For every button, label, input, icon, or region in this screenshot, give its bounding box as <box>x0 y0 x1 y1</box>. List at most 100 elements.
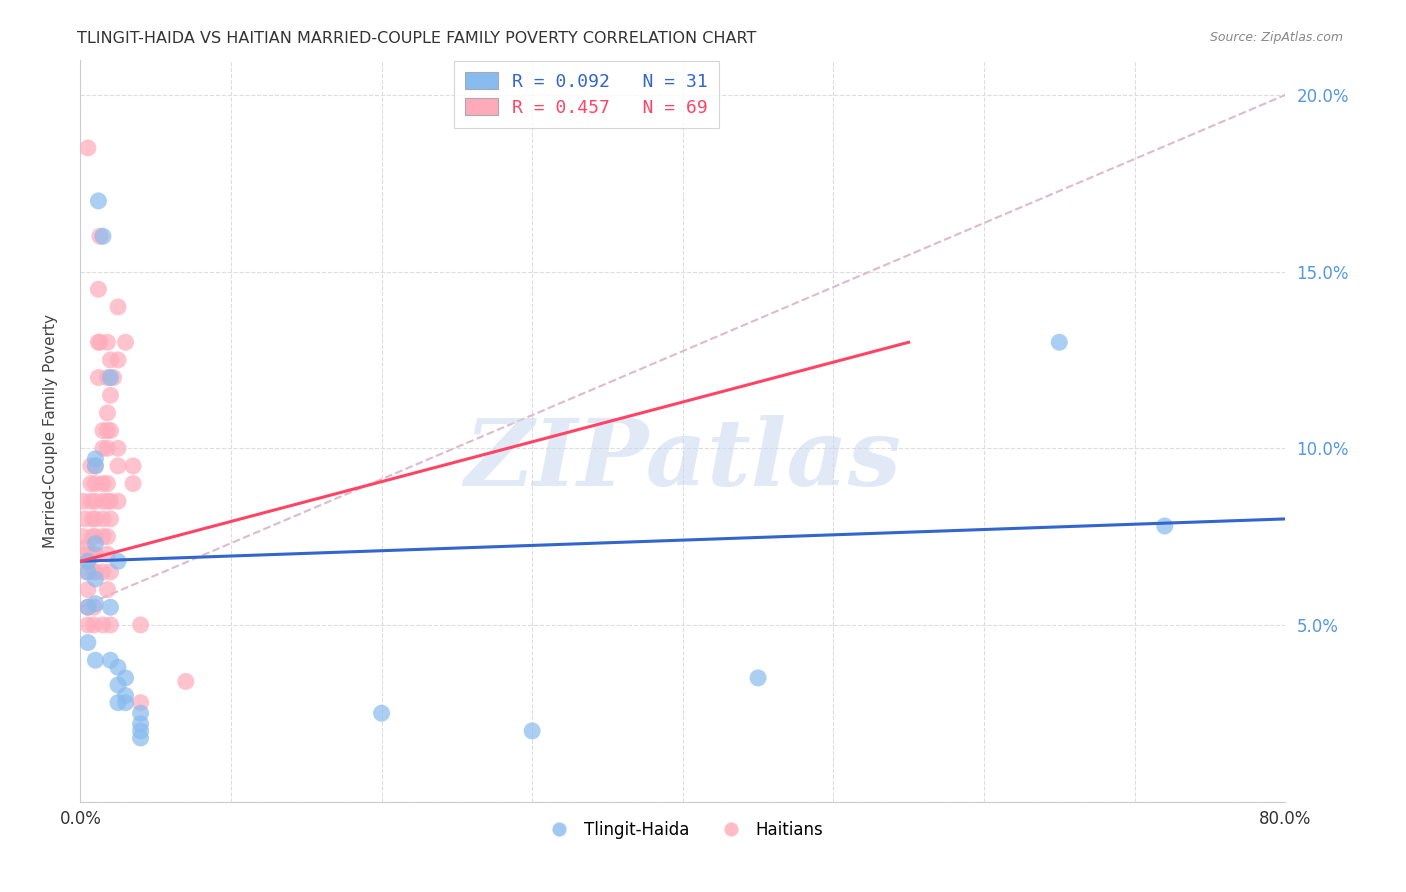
Point <box>76 618 98 632</box>
Point <box>96 335 118 350</box>
Point <box>73 547 96 561</box>
Text: TLINGIT-HAIDA VS HAITIAN MARRIED-COUPLE FAMILY POVERTY CORRELATION CHART: TLINGIT-HAIDA VS HAITIAN MARRIED-COUPLE … <box>77 31 756 46</box>
Point <box>91 530 114 544</box>
Point <box>76 565 98 579</box>
Point <box>91 494 114 508</box>
Point <box>73 512 96 526</box>
Point <box>100 370 122 384</box>
Point <box>83 600 105 615</box>
Point <box>129 696 152 710</box>
Point <box>91 618 114 632</box>
Point <box>100 618 122 632</box>
Point <box>129 618 152 632</box>
Point <box>75 565 97 579</box>
Point <box>129 716 152 731</box>
Point <box>100 388 122 402</box>
Point <box>1047 335 1070 350</box>
Point <box>96 424 118 438</box>
Y-axis label: Married-Couple Family Poverty: Married-Couple Family Poverty <box>44 314 58 548</box>
Point <box>76 600 98 615</box>
Point <box>100 494 122 508</box>
Point <box>83 565 105 579</box>
Point <box>107 300 129 314</box>
Point <box>75 540 97 554</box>
Point <box>82 547 104 561</box>
Point <box>84 512 107 526</box>
Point <box>84 597 107 611</box>
Point <box>76 554 98 568</box>
Point <box>114 696 136 710</box>
Point <box>100 353 122 368</box>
Point <box>89 335 111 350</box>
Point <box>84 476 107 491</box>
Point <box>76 141 98 155</box>
Point <box>96 582 118 597</box>
Point <box>91 442 114 456</box>
Point <box>107 554 129 568</box>
Point <box>84 572 107 586</box>
Point <box>84 458 107 473</box>
Point <box>84 494 107 508</box>
Point <box>76 582 98 597</box>
Point <box>84 530 107 544</box>
Point <box>100 653 122 667</box>
Point <box>84 565 107 579</box>
Point <box>1153 519 1175 533</box>
Point <box>91 229 114 244</box>
Point <box>96 370 118 384</box>
Point <box>100 565 122 579</box>
Point <box>84 451 107 466</box>
Text: ZIPatlas: ZIPatlas <box>464 416 901 505</box>
Point <box>84 653 107 667</box>
Point <box>87 370 110 384</box>
Point <box>107 678 129 692</box>
Legend: Tlingit-Haida, Haitians: Tlingit-Haida, Haitians <box>536 814 830 846</box>
Point <box>107 353 129 368</box>
Point <box>107 494 129 508</box>
Point <box>76 600 98 615</box>
Point <box>122 476 145 491</box>
Point <box>84 458 107 473</box>
Point <box>96 530 118 544</box>
Point <box>91 565 114 579</box>
Point <box>107 458 129 473</box>
Point <box>84 547 107 561</box>
Point <box>72 494 94 508</box>
Point <box>83 618 105 632</box>
Point <box>80 476 103 491</box>
Point <box>122 458 145 473</box>
Point <box>76 554 98 568</box>
Point <box>96 406 118 420</box>
Point <box>129 723 152 738</box>
Point <box>87 335 110 350</box>
Point <box>100 512 122 526</box>
Text: Source: ZipAtlas.com: Source: ZipAtlas.com <box>1209 31 1343 45</box>
Point <box>82 512 104 526</box>
Point <box>87 194 110 208</box>
Point <box>91 476 114 491</box>
Point <box>107 696 129 710</box>
Point <box>100 600 122 615</box>
Point <box>87 282 110 296</box>
Point <box>107 442 129 456</box>
Point <box>96 547 118 561</box>
Point <box>114 335 136 350</box>
Point <box>91 512 114 526</box>
Point <box>129 706 152 721</box>
Point <box>91 424 114 438</box>
Point <box>96 442 118 456</box>
Point <box>84 536 107 550</box>
Point <box>80 458 103 473</box>
Point <box>72 530 94 544</box>
Point <box>76 635 98 649</box>
Point <box>80 494 103 508</box>
Point <box>89 229 111 244</box>
Point <box>107 660 129 674</box>
Point <box>96 494 118 508</box>
Point <box>174 674 197 689</box>
Point <box>370 706 392 721</box>
Point <box>520 723 543 738</box>
Point <box>114 689 136 703</box>
Point <box>82 530 104 544</box>
Point <box>100 424 122 438</box>
